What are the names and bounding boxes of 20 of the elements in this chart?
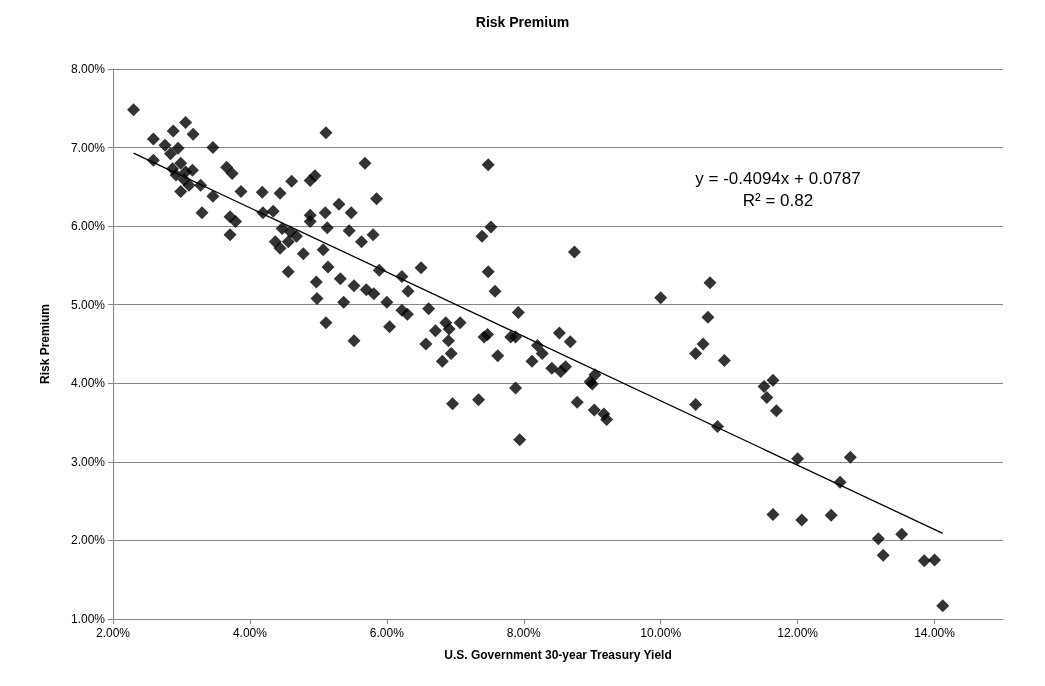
chart-title: Risk Premium xyxy=(475,14,570,30)
y-tick-label: 5.00% xyxy=(70,297,106,312)
y-tick-label: 7.00% xyxy=(70,140,106,155)
y-tick-label: 6.00% xyxy=(70,219,106,234)
y-tick-label: 4.00% xyxy=(70,376,106,391)
y-tick-label: 1.00% xyxy=(70,612,106,626)
x-tick-label: 8.00% xyxy=(506,626,542,640)
x-tick-label: 2.00% xyxy=(95,626,131,640)
x-tick-label: 4.00% xyxy=(232,626,268,640)
y-tick-label: 3.00% xyxy=(70,454,106,469)
x-tick-label: 12.00% xyxy=(777,626,819,640)
x-tick-label: 6.00% xyxy=(369,626,405,640)
y-tick-label: 2.00% xyxy=(70,533,106,548)
y-axis-title: Risk Premium xyxy=(38,303,52,385)
x-tick-label: 10.00% xyxy=(640,626,682,640)
y-tick-label: 8.00% xyxy=(70,62,106,76)
x-axis-title: U.S. Government 30-year Treasury Yield xyxy=(444,648,672,662)
x-tick-label: 14.00% xyxy=(914,626,956,640)
annotation: y = -0.4094x + 0.0787 xyxy=(695,169,861,188)
annotation: R² = 0.82 xyxy=(742,191,814,210)
